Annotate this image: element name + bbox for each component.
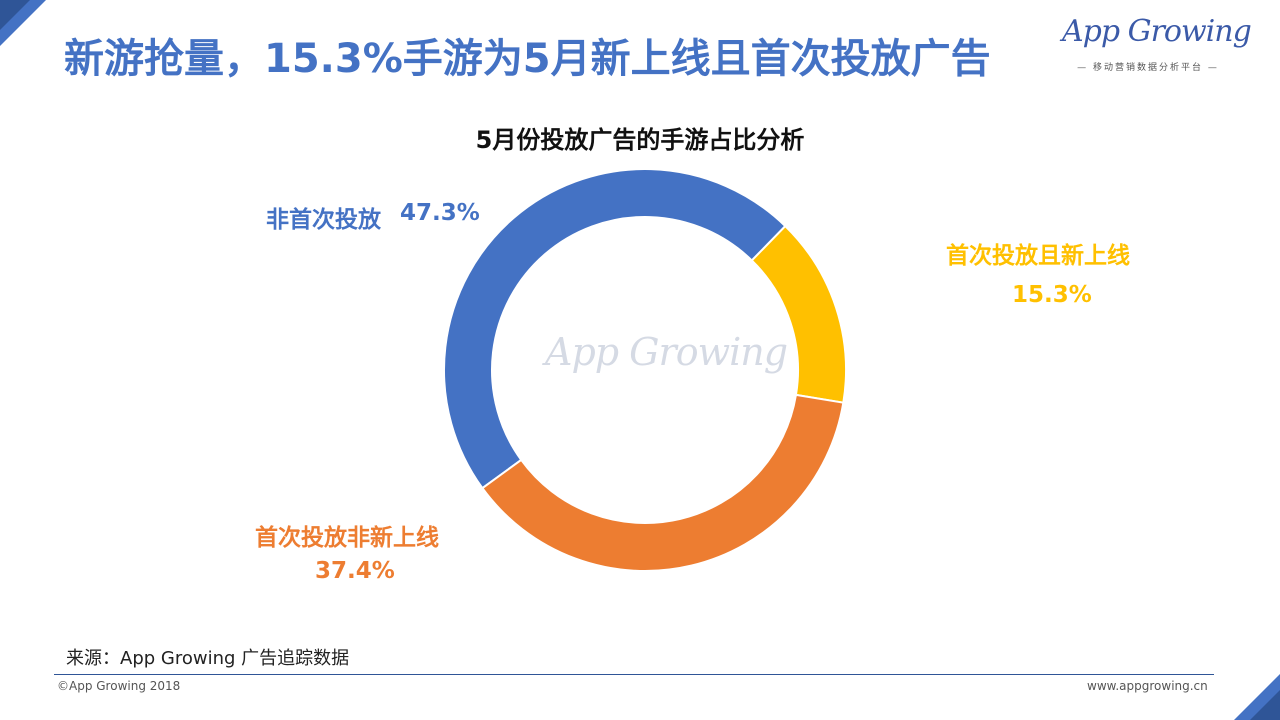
donut-slice-1 [750, 224, 847, 404]
website-url: www.appgrowing.cn [1087, 679, 1208, 693]
footer-divider [54, 674, 1214, 675]
watermark: App Growing [545, 330, 788, 374]
chart-title: 5月份投放广告的手游占比分析 [475, 126, 805, 154]
logo-wordmark: App Growing [1062, 14, 1252, 49]
copyright-text: ©App Growing 2018 [57, 679, 181, 693]
corner-decoration-top-left-inner [0, 0, 30, 30]
slice-label-first-new: 首次投放且新上线 [946, 243, 1130, 269]
donut-slice-2 [480, 393, 845, 572]
app-growing-logo: App Growing — 移动营销数据分析平台 — [1062, 14, 1252, 76]
page-title: 新游抢量，15.3%手游为5月新上线且首次投放广告 [64, 36, 991, 82]
slice-label-non-first: 非首次投放 [266, 207, 381, 233]
slice-value-first-not-new: 37.4% [315, 558, 395, 584]
slice-value-first-new: 15.3% [1012, 282, 1092, 308]
slice-value-non-first: 47.3% [400, 200, 480, 226]
slice-label-first-not-new: 首次投放非新上线 [255, 525, 439, 551]
source-note: 来源：App Growing 广告追踪数据 [66, 648, 350, 669]
corner-decoration-bottom-right-inner [1250, 690, 1280, 720]
logo-tagline: — 移动营销数据分析平台 — [1077, 63, 1219, 73]
donut-slice-0 [443, 168, 787, 490]
